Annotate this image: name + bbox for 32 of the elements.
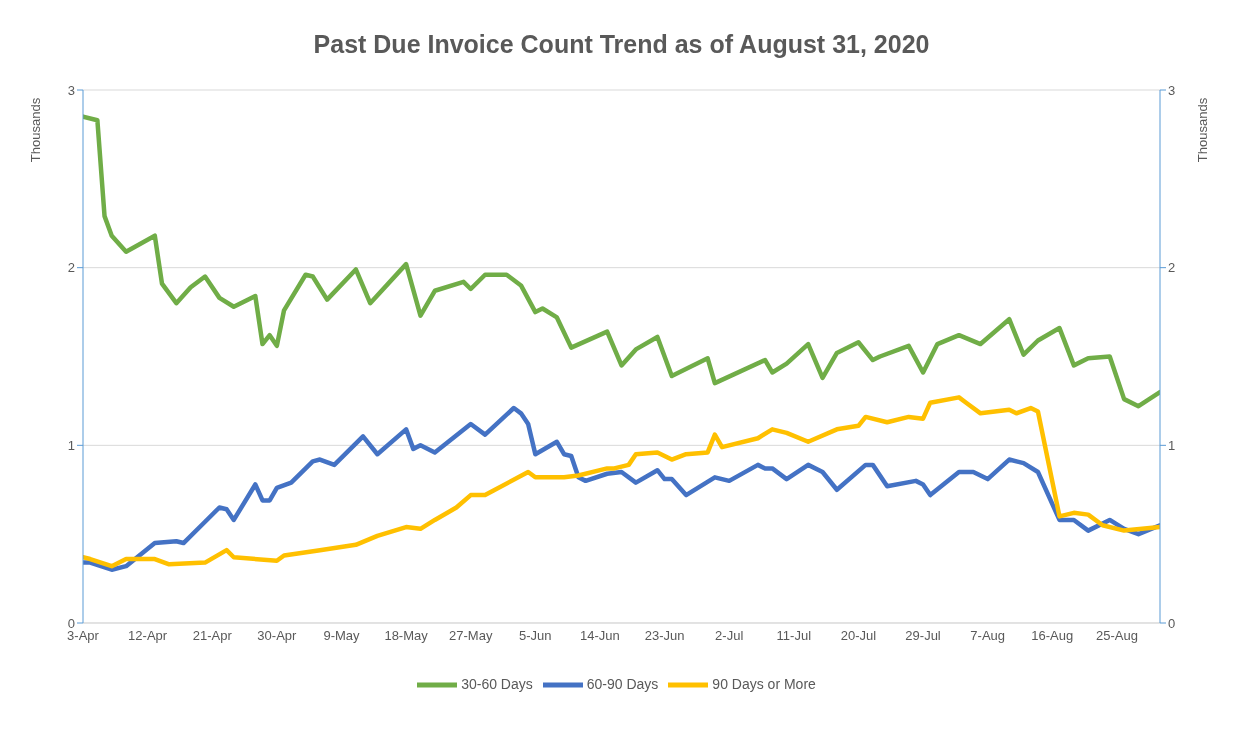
x-tick-label: 9-May (323, 628, 361, 644)
x-tick-label: 25-Aug (1095, 628, 1138, 644)
y-axis-title: Thousands (28, 97, 43, 163)
y2-tick-label: 3 (1168, 82, 1176, 98)
x-tick-label: 20-Jul (840, 628, 877, 644)
x-tick-label: 23-Jun (644, 628, 685, 644)
legend-label: 60-90 Days (586, 675, 659, 692)
x-tick-label: 16-Aug (1031, 628, 1074, 644)
legend-label: 30-60 Days (461, 675, 533, 692)
x-tick-label: 21-Apr (192, 628, 233, 644)
x-tick-label: 11-Jul (776, 628, 812, 644)
chart-title: Past Due Invoice Count Trend as of August 31, 2020 (312, 29, 931, 60)
x-tick-label: 29-Jul (905, 628, 941, 644)
x-tick-label: 2-Jul (715, 628, 744, 644)
line-series (83, 114, 1160, 409)
x-tick-label: 7-Aug (970, 628, 1006, 644)
y2-tick-label: 1 (1168, 437, 1176, 453)
x-tick-label: 27-May (449, 628, 493, 644)
x-tick-label: 14-Jun (580, 628, 620, 644)
x-tick-label: 5-Jun (519, 628, 552, 644)
y2-tick-label: 2 (1168, 260, 1176, 276)
x-tick-label: 3-Apr (67, 628, 100, 644)
y-tick-label: 0 (67, 615, 75, 631)
x-tick-label: 12-Apr (128, 628, 168, 644)
y-tick-label: 1 (67, 437, 75, 453)
y2-axis-title: Thousands (1195, 97, 1210, 163)
y2-tick-label: 0 (1168, 615, 1176, 631)
y-tick-label: 3 (67, 82, 75, 98)
legend-label: 90 Days or More (712, 675, 816, 692)
y-tick-label: 2 (67, 260, 75, 276)
x-tick-label: 30-Apr (257, 628, 298, 644)
x-tick-label: 18-May (384, 628, 429, 644)
